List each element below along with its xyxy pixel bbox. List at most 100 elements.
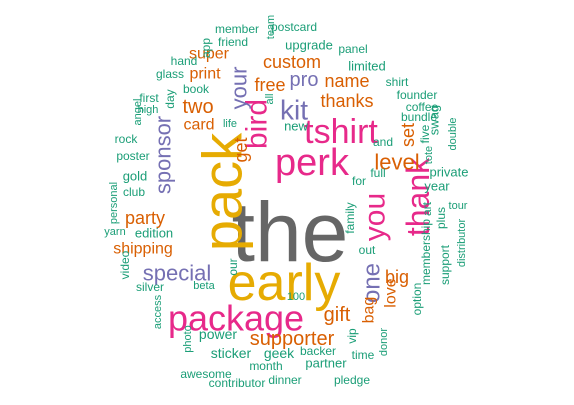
word-double: double: [447, 117, 459, 150]
word-power: power: [199, 326, 237, 342]
word-month: month: [249, 359, 282, 373]
word-pledge: pledge: [334, 373, 370, 387]
word-awesome: awesome: [180, 367, 232, 381]
word-perk: perk: [275, 142, 350, 184]
word-time: time: [352, 348, 375, 362]
word-special: special: [143, 261, 211, 286]
word-party: party: [125, 208, 165, 228]
word-founder: founder: [397, 88, 438, 102]
word-silver: silver: [136, 280, 164, 294]
word-postcard: postcard: [271, 20, 317, 34]
word-contributor: contributor: [209, 376, 266, 390]
word-supporter: supporter: [250, 328, 335, 350]
word-poster: poster: [116, 149, 149, 163]
word-and: and: [373, 135, 393, 149]
word-new: new: [284, 119, 308, 134]
word-private: private: [429, 165, 468, 180]
word-name: name: [324, 71, 369, 91]
word-bird: bird: [241, 99, 274, 149]
word-one: one: [359, 263, 386, 303]
word-coffee: coffee: [406, 100, 439, 114]
word-pro: pro: [290, 69, 319, 91]
word-our: our: [226, 258, 240, 275]
word-five: five: [418, 124, 432, 143]
word-hand: hand: [171, 54, 198, 68]
word-tote: tote: [423, 146, 435, 164]
word-dinner: dinner: [268, 373, 301, 387]
word-year: year: [424, 179, 450, 194]
word-level: level: [374, 150, 419, 175]
word-thank: thank: [400, 157, 436, 236]
word-two: two: [182, 96, 213, 118]
word-backer: backer: [300, 344, 336, 358]
word-get: get: [231, 137, 251, 162]
word-card: card: [183, 117, 214, 134]
word-club: club: [123, 185, 145, 199]
word-custom: custom: [263, 52, 321, 72]
word-limited: limited: [348, 59, 386, 74]
word-set: set: [398, 123, 418, 147]
word-access: access: [152, 294, 164, 329]
word-family: family: [343, 202, 357, 233]
word-100: 100: [287, 291, 305, 303]
word-day: day: [163, 89, 177, 108]
word-life: life: [223, 118, 237, 130]
word-sponsor: sponsor: [151, 116, 176, 194]
word-beta: beta: [193, 280, 215, 292]
word-first: first: [139, 91, 159, 105]
word-vip: vip: [345, 328, 359, 344]
word-tshirt: tshirt: [304, 113, 378, 151]
word-photo: photo: [182, 325, 194, 353]
word-full: full: [370, 166, 385, 180]
word-angel: angel: [132, 99, 144, 126]
word-sticker: sticker: [211, 345, 252, 361]
word-panel: panel: [338, 42, 367, 56]
word-distributor: distributor: [456, 219, 468, 268]
word-membership: membership: [419, 219, 433, 285]
word-swag: swag: [427, 105, 442, 135]
word-bag: bag: [361, 297, 378, 324]
word-your: your: [227, 67, 252, 110]
word-partner: partner: [305, 356, 347, 371]
word-yarn: yarn: [104, 226, 125, 238]
word-geek: geek: [264, 345, 295, 361]
word-out: out: [359, 243, 376, 257]
word-tour: tour: [449, 200, 468, 212]
word-option: option: [410, 283, 424, 316]
word-glass: glass: [156, 67, 184, 81]
word-team: team: [265, 15, 277, 39]
word-book: book: [183, 82, 210, 96]
word-you: you: [359, 193, 392, 241]
word-super: super: [189, 46, 230, 63]
word-plus: plus: [434, 207, 448, 229]
word-personal: personal: [108, 182, 120, 224]
word-app: app: [199, 38, 213, 58]
word-the: the: [232, 185, 349, 279]
word-shipping: shipping: [113, 241, 173, 258]
word-big: big: [385, 267, 409, 287]
word-video: video: [118, 250, 132, 279]
word-shirt: shirt: [386, 75, 409, 89]
word-for: for: [352, 174, 366, 188]
word-pack: pack: [191, 132, 254, 251]
word-free: free: [254, 75, 285, 95]
word-thanks: thanks: [320, 91, 373, 111]
word-package: package: [168, 298, 304, 339]
word-early: early: [228, 254, 341, 312]
word-kit: kit: [280, 95, 308, 126]
word-edition: edition: [135, 226, 173, 241]
word-print: print: [189, 66, 221, 83]
word-all: all: [264, 93, 276, 104]
word-gift: gift: [324, 304, 351, 326]
word-love: love: [383, 278, 400, 307]
word-rock: rock: [115, 132, 139, 146]
word-friend: friend: [218, 35, 248, 49]
word-donor: donor: [378, 328, 390, 356]
word-art: art: [420, 201, 434, 216]
word-bundle: bundle: [401, 110, 437, 124]
word-gold: gold: [123, 169, 148, 184]
word-upgrade: upgrade: [285, 38, 333, 53]
word-high: high: [138, 104, 159, 116]
